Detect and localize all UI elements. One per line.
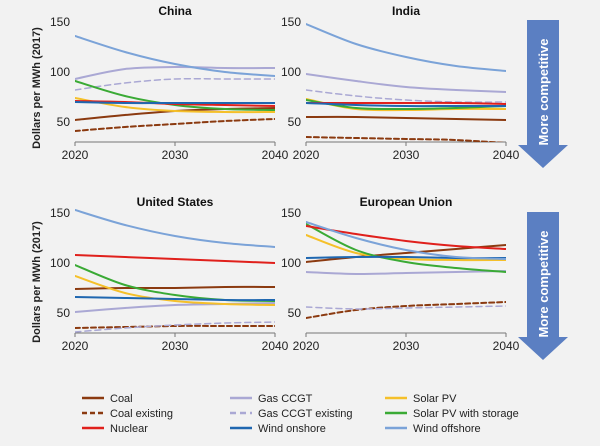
y-axis-label-bottom: Dollars per MWh (2017) bbox=[31, 221, 43, 343]
legend-label: Wind offshore bbox=[413, 423, 481, 435]
series-line-gas-ccgt-existing bbox=[306, 89, 506, 103]
panel-title: India bbox=[392, 4, 420, 18]
legend-label: Nuclear bbox=[110, 423, 148, 435]
panel-title: China bbox=[158, 4, 192, 18]
y-tick-label: 150 bbox=[50, 15, 70, 29]
series-line-wind-onshore bbox=[306, 102, 506, 108]
legend-item-wind-onshore: Wind onshore bbox=[230, 423, 326, 435]
x-tick-label: 2020 bbox=[293, 148, 320, 162]
x-tick-label: 2040 bbox=[262, 148, 289, 162]
arrow-down-icon bbox=[518, 20, 568, 168]
legend-item-solar-pv-with-storage: Solar PV with storage bbox=[385, 408, 519, 420]
y-axis-label-top: Dollars per MWh (2017) bbox=[31, 27, 43, 149]
series-line-coal-existing bbox=[75, 118, 275, 132]
competitive-arrow-top: More competitive bbox=[518, 20, 568, 168]
legend-label: Coal bbox=[110, 393, 133, 405]
y-tick-label: 100 bbox=[281, 256, 301, 270]
series-group bbox=[75, 209, 275, 333]
x-tick-label: 2030 bbox=[393, 148, 420, 162]
series-line-gas-ccgt bbox=[75, 65, 275, 80]
arrow-down-icon bbox=[518, 212, 568, 360]
series-line-coal-existing bbox=[306, 136, 506, 142]
series-line-wind-offshore bbox=[75, 209, 275, 248]
legend-item-coal-existing: Coal existing bbox=[82, 408, 173, 420]
series-line-wind-offshore bbox=[306, 23, 506, 72]
series-line-solar-pv-with-storage bbox=[306, 223, 506, 273]
panel-china: China 50 100 150 2020 2030 2040 bbox=[50, 4, 289, 162]
series-line-solar-pv-with-storage bbox=[75, 264, 275, 302]
series-line-solar-pv bbox=[75, 275, 275, 306]
x-tick-label: 2040 bbox=[493, 339, 520, 353]
arrow-label-bottom: More competitive bbox=[536, 231, 551, 338]
panel-european-union: European Union 50 100 150 2020 2030 2040 bbox=[281, 195, 520, 353]
series-line-nuclear bbox=[306, 225, 506, 250]
y-tick-label: 100 bbox=[50, 65, 70, 79]
legend-label: Gas CCGT bbox=[258, 393, 313, 405]
series-line-coal-existing bbox=[75, 324, 275, 329]
series-line-gas-ccgt bbox=[306, 73, 506, 93]
series-line-wind-offshore bbox=[75, 35, 275, 77]
series-line-wind-onshore bbox=[75, 101, 275, 105]
panel-india: India 50 100 150 2020 2030 2040 bbox=[281, 4, 520, 162]
x-tick-label: 2040 bbox=[262, 339, 289, 353]
series-group bbox=[306, 221, 506, 319]
x-tick-label: 2020 bbox=[62, 148, 89, 162]
series-line-gas-ccgt-existing bbox=[306, 305, 506, 310]
x-tick-label: 2030 bbox=[162, 148, 189, 162]
series-line-gas-ccgt bbox=[306, 270, 506, 276]
series-group bbox=[306, 23, 506, 142]
chart-legend: Coal Gas CCGT Solar PV Coal existing Gas CCG… bbox=[82, 393, 519, 435]
series-line-nuclear bbox=[75, 254, 275, 264]
legend-item-solar-pv: Solar PV bbox=[385, 393, 457, 405]
series-line-gas-ccgt-existing bbox=[75, 77, 275, 91]
y-tick-label: 100 bbox=[281, 65, 301, 79]
series-group bbox=[75, 35, 275, 132]
legend-item-coal: Coal bbox=[82, 393, 133, 405]
y-tick-label: 50 bbox=[288, 306, 302, 320]
y-tick-label: 50 bbox=[57, 306, 71, 320]
legend-label: Coal existing bbox=[110, 408, 173, 420]
legend-label: Solar PV with storage bbox=[413, 408, 519, 420]
series-line-solar-pv-with-storage bbox=[306, 99, 506, 111]
legend-label: Solar PV bbox=[413, 393, 457, 405]
legend-label: Wind onshore bbox=[258, 423, 326, 435]
competitive-arrow-bottom: More competitive bbox=[518, 212, 568, 360]
series-line-wind-offshore bbox=[306, 221, 506, 260]
x-tick-label: 2020 bbox=[62, 339, 89, 353]
series-line-coal-existing bbox=[306, 301, 506, 319]
x-tick-label: 2030 bbox=[393, 339, 420, 353]
series-line-coal bbox=[306, 115, 506, 121]
panel-title: United States bbox=[137, 195, 214, 209]
x-tick-label: 2020 bbox=[293, 339, 320, 353]
y-tick-label: 150 bbox=[281, 206, 301, 220]
series-line-nuclear bbox=[306, 101, 506, 105]
series-line-wind-onshore bbox=[75, 296, 275, 302]
x-tick-label: 2040 bbox=[493, 148, 520, 162]
legend-item-wind-offshore: Wind offshore bbox=[385, 423, 481, 435]
chart-panels: China 50 100 150 2020 2030 2040 India 50 100 150 20… bbox=[50, 4, 520, 353]
y-tick-label: 100 bbox=[50, 256, 70, 270]
legend-item-gas-ccgt: Gas CCGT bbox=[230, 393, 313, 405]
y-tick-label: 50 bbox=[288, 115, 302, 129]
legend-label: Gas CCGT existing bbox=[258, 408, 353, 420]
panel-title: European Union bbox=[360, 195, 453, 209]
y-tick-label: 150 bbox=[281, 15, 301, 29]
arrow-label-top: More competitive bbox=[536, 39, 551, 146]
x-tick-label: 2030 bbox=[162, 339, 189, 353]
series-line-solar-pv bbox=[75, 97, 275, 114]
panel-united-states: United States 50 100 150 2020 2030 2040 bbox=[50, 195, 289, 353]
y-tick-label: 150 bbox=[50, 206, 70, 220]
y-tick-label: 50 bbox=[57, 115, 71, 129]
series-line-solar-pv bbox=[306, 234, 506, 262]
legend-item-gas-ccgt-existing: Gas CCGT existing bbox=[230, 408, 353, 420]
series-line-gas-ccgt-existing bbox=[75, 321, 275, 333]
legend-item-nuclear: Nuclear bbox=[82, 423, 148, 435]
